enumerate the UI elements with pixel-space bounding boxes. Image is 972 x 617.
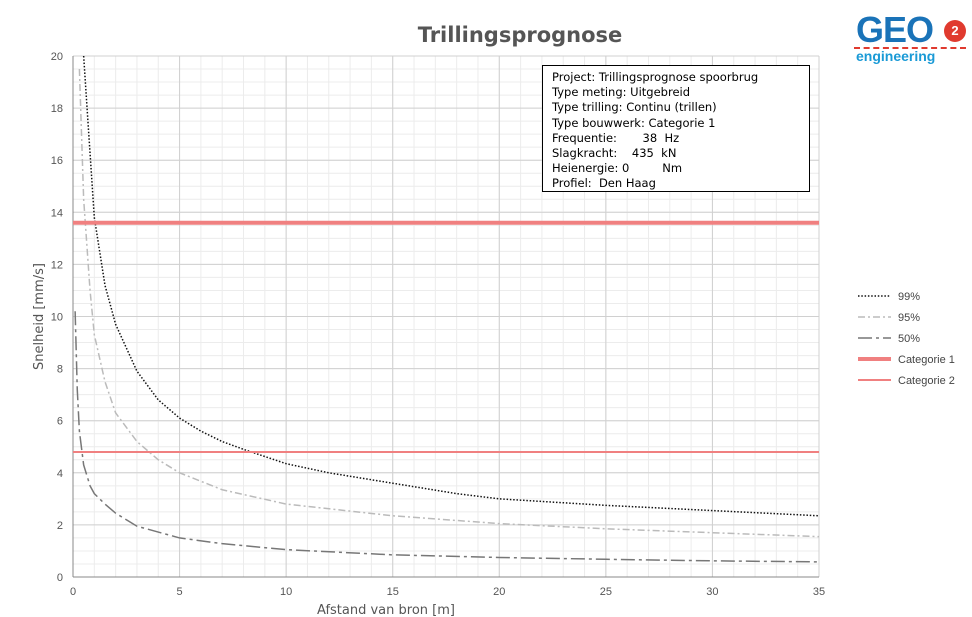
- legend-label: 99%: [898, 291, 920, 303]
- info-value: Uitgebreid: [630, 85, 691, 100]
- x-tick-label: 20: [493, 586, 505, 598]
- info-value: 38: [642, 130, 658, 145]
- info-label: Heienergie:: [552, 161, 619, 176]
- info-label: Frequentie:: [552, 130, 617, 145]
- logo-underline: [854, 47, 966, 49]
- info-label: Profiel:: [552, 176, 592, 191]
- y-tick-label: 2: [57, 520, 63, 532]
- info-unit: Hz: [664, 130, 680, 145]
- x-tick-label: 10: [280, 586, 292, 598]
- logo-brand: GEO: [856, 9, 934, 50]
- legend-label: 95%: [898, 312, 920, 324]
- y-tick-label: 20: [51, 51, 63, 63]
- y-axis-label: Snelheid [mm/s]: [32, 263, 47, 370]
- x-tick-label: 30: [706, 586, 718, 598]
- x-tick-label: 15: [387, 586, 399, 598]
- logo-badge: 2: [944, 20, 966, 42]
- info-value: Categorie 1: [648, 115, 716, 130]
- x-axis-label: Afstand van bron [m]: [317, 603, 455, 617]
- logo-subtitle: engineering: [856, 48, 936, 64]
- info-row-type-trilling: Type trilling: Continu (trillen): [552, 100, 800, 115]
- legend-label: 50%: [898, 333, 920, 345]
- legend-label: Categorie 1: [898, 354, 955, 366]
- info-value: Den Haag: [598, 176, 656, 191]
- info-label: Type meting:: [552, 85, 627, 100]
- info-box: Project: Trillingsprognose spoorbrug Typ…: [542, 65, 810, 192]
- info-value: 435: [631, 146, 654, 161]
- chart-title: Trillingsprognose: [418, 23, 623, 47]
- y-tick-label: 6: [57, 416, 63, 428]
- y-tick-label: 14: [51, 207, 63, 219]
- y-tick-label: 18: [51, 103, 63, 115]
- info-row-profiel: Profiel: Den Haag: [552, 176, 800, 191]
- x-tick-label: 5: [177, 586, 183, 598]
- series-line-95-: [78, 69, 819, 538]
- info-row-heienergie: Heienergie: 0 Nm: [552, 161, 800, 176]
- info-row-slagkracht: Slagkracht: 435 kN: [552, 146, 800, 161]
- y-tick-label: 10: [51, 312, 63, 324]
- info-label: Project:: [552, 70, 596, 84]
- info-row-type-meting: Type meting: Uitgebreid: [552, 85, 800, 100]
- info-label: Type trilling:: [552, 100, 623, 115]
- y-tick-label: 0: [57, 572, 63, 584]
- x-tick-label: 25: [600, 586, 612, 598]
- info-label: Type bouwwerk:: [552, 115, 645, 130]
- info-row-frequentie: Frequentie: 38 Hz: [552, 131, 800, 146]
- info-row-type-bouwwerk: Type bouwwerk: Categorie 1: [552, 116, 800, 131]
- series-line-50-: [74, 311, 819, 563]
- y-tick-label: 4: [57, 468, 63, 480]
- info-value: 0: [621, 161, 630, 176]
- y-tick-label: 12: [51, 259, 63, 271]
- info-row-project: Project: Trillingsprognose spoorbrug: [552, 70, 800, 85]
- legend-label: Categorie 2: [898, 375, 955, 387]
- info-label: Slagkracht:: [552, 146, 618, 161]
- info-unit: Nm: [662, 161, 683, 176]
- x-tick-label: 35: [813, 586, 825, 598]
- info-value: Trillingsprognose spoorbrug: [598, 70, 759, 84]
- y-tick-label: 8: [57, 364, 63, 376]
- y-tick-label: 16: [51, 155, 63, 167]
- x-tick-label: 0: [70, 586, 76, 598]
- geo-engineering-logo: GEO 2 engineering: [852, 10, 970, 68]
- info-unit: kN: [661, 146, 677, 161]
- info-value: Continu (trillen): [626, 100, 717, 115]
